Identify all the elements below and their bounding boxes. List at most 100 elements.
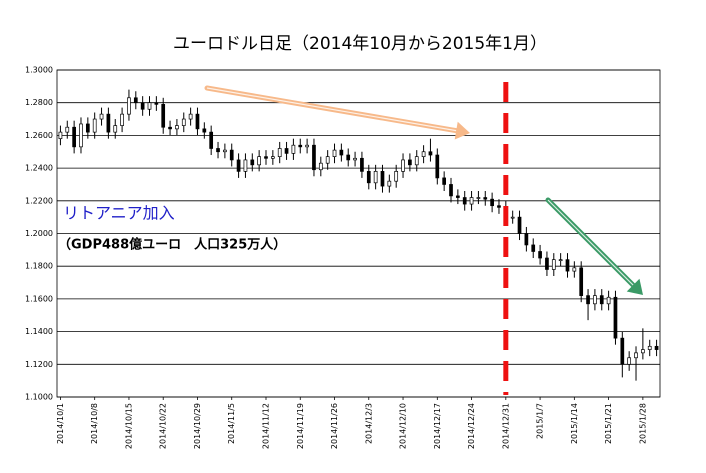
x-tick-label: 2014/11/19 xyxy=(296,403,305,449)
y-tick-label: 1.1000 xyxy=(25,393,53,402)
candle-body xyxy=(346,154,351,161)
candle-body xyxy=(572,267,577,272)
candle-body xyxy=(380,171,385,187)
annotation: リトアニア加入 xyxy=(63,204,175,223)
x-tick-label: 2015/1/7 xyxy=(536,403,545,439)
x-tick-label: 2015/1/28 xyxy=(638,403,647,444)
annotation: （GDP488億ユーロ 人口325万人） xyxy=(58,237,286,253)
candle-body xyxy=(264,156,268,159)
y-tick-label: 1.2600 xyxy=(25,131,53,140)
x-tick-label: 2014/10/1 xyxy=(56,403,65,444)
chart-title: ユーロドル日足（2014年10月から2015年1月） xyxy=(173,34,547,54)
y-tick-label: 1.2200 xyxy=(25,196,53,205)
candle-body xyxy=(305,144,309,148)
y-tick-label: 1.2400 xyxy=(25,164,53,173)
candle-body xyxy=(332,149,337,158)
candle-body xyxy=(627,357,632,365)
candle-body xyxy=(298,144,303,148)
candle-body xyxy=(243,159,248,172)
candle-body xyxy=(353,157,357,161)
x-tick-label: 2014/11/12 xyxy=(261,403,270,449)
candle-body xyxy=(366,171,371,184)
x-tick-label: 2014/10/22 xyxy=(159,403,168,449)
x-tick-label: 2014/10/15 xyxy=(124,403,133,449)
trend-arrow xyxy=(206,87,457,132)
x-tick-label: 2014/10/29 xyxy=(193,403,202,449)
candle-body xyxy=(312,144,316,171)
candle-body xyxy=(236,159,241,172)
candle-body xyxy=(565,259,570,272)
candle-body xyxy=(551,259,556,270)
candle-body xyxy=(456,195,460,198)
trend-arrow xyxy=(454,121,470,140)
trend-arrow xyxy=(626,278,643,295)
candle-body xyxy=(85,123,90,133)
candle-body xyxy=(339,149,344,156)
candle-body xyxy=(490,198,494,207)
candle-body xyxy=(394,171,399,182)
y-tick-label: 1.1200 xyxy=(25,360,53,369)
x-tick-label: 2014/12/10 xyxy=(399,403,408,449)
candle-body xyxy=(545,257,549,270)
candle-body xyxy=(202,128,207,133)
candle-body xyxy=(476,197,481,199)
x-tick-label: 2014/12/31 xyxy=(501,403,510,449)
candle-body xyxy=(181,118,186,126)
candle-body xyxy=(599,295,604,305)
candle-body xyxy=(65,126,70,133)
x-tick-label: 2014/12/17 xyxy=(433,403,442,449)
y-tick-label: 1.1800 xyxy=(25,262,53,271)
candle-body xyxy=(421,151,426,158)
trend-arrow xyxy=(547,199,634,286)
x-tick-label: 2014/10/8 xyxy=(90,403,99,444)
candle-body xyxy=(647,345,652,350)
y-tick-label: 1.2000 xyxy=(25,229,53,238)
candle-body xyxy=(106,113,111,133)
candle-body xyxy=(99,113,104,120)
candle-body xyxy=(325,156,330,164)
candle-body xyxy=(79,123,83,148)
candle-body xyxy=(229,149,234,161)
candle-body xyxy=(435,154,440,179)
x-tick-label: 2014/12/3 xyxy=(364,403,373,444)
y-tick-label: 1.3000 xyxy=(25,66,53,75)
candle-body xyxy=(586,295,590,305)
candle-body xyxy=(510,216,515,219)
candle-body xyxy=(133,97,138,104)
candle-body xyxy=(579,267,584,296)
candle-body xyxy=(113,125,118,133)
candle-body xyxy=(538,251,542,259)
candle-body xyxy=(72,126,76,148)
candle-body xyxy=(127,97,131,115)
candle-body xyxy=(524,233,529,246)
candle-body xyxy=(408,159,412,166)
candle-body xyxy=(401,159,405,172)
candle-body xyxy=(58,131,63,140)
candle-body xyxy=(291,144,296,154)
candle-body xyxy=(257,156,261,166)
candle-body xyxy=(517,216,522,234)
x-tick-label: 2015/1/21 xyxy=(604,403,613,444)
candle-body xyxy=(147,102,152,110)
candle-body xyxy=(223,149,227,153)
candle-body xyxy=(161,103,166,128)
candle-body xyxy=(654,345,659,350)
plot-frame xyxy=(56,69,661,398)
y-tick-label: 1.1400 xyxy=(25,327,53,336)
candle-body xyxy=(209,131,214,149)
candle-body xyxy=(414,156,419,166)
candle-body xyxy=(195,113,200,130)
candle-body xyxy=(92,118,97,133)
candle-body xyxy=(606,296,611,305)
y-tick-label: 1.2800 xyxy=(25,98,53,107)
candle-body xyxy=(593,295,597,305)
candle-body xyxy=(497,205,501,208)
x-tick-label: 2014/11/26 xyxy=(330,403,339,449)
candle-body xyxy=(318,162,323,171)
candle-body xyxy=(373,171,378,184)
candle-body xyxy=(558,259,563,262)
candle-body xyxy=(634,352,638,359)
candle-body xyxy=(442,177,447,185)
candle-body xyxy=(277,148,282,158)
candle-body xyxy=(284,148,289,154)
